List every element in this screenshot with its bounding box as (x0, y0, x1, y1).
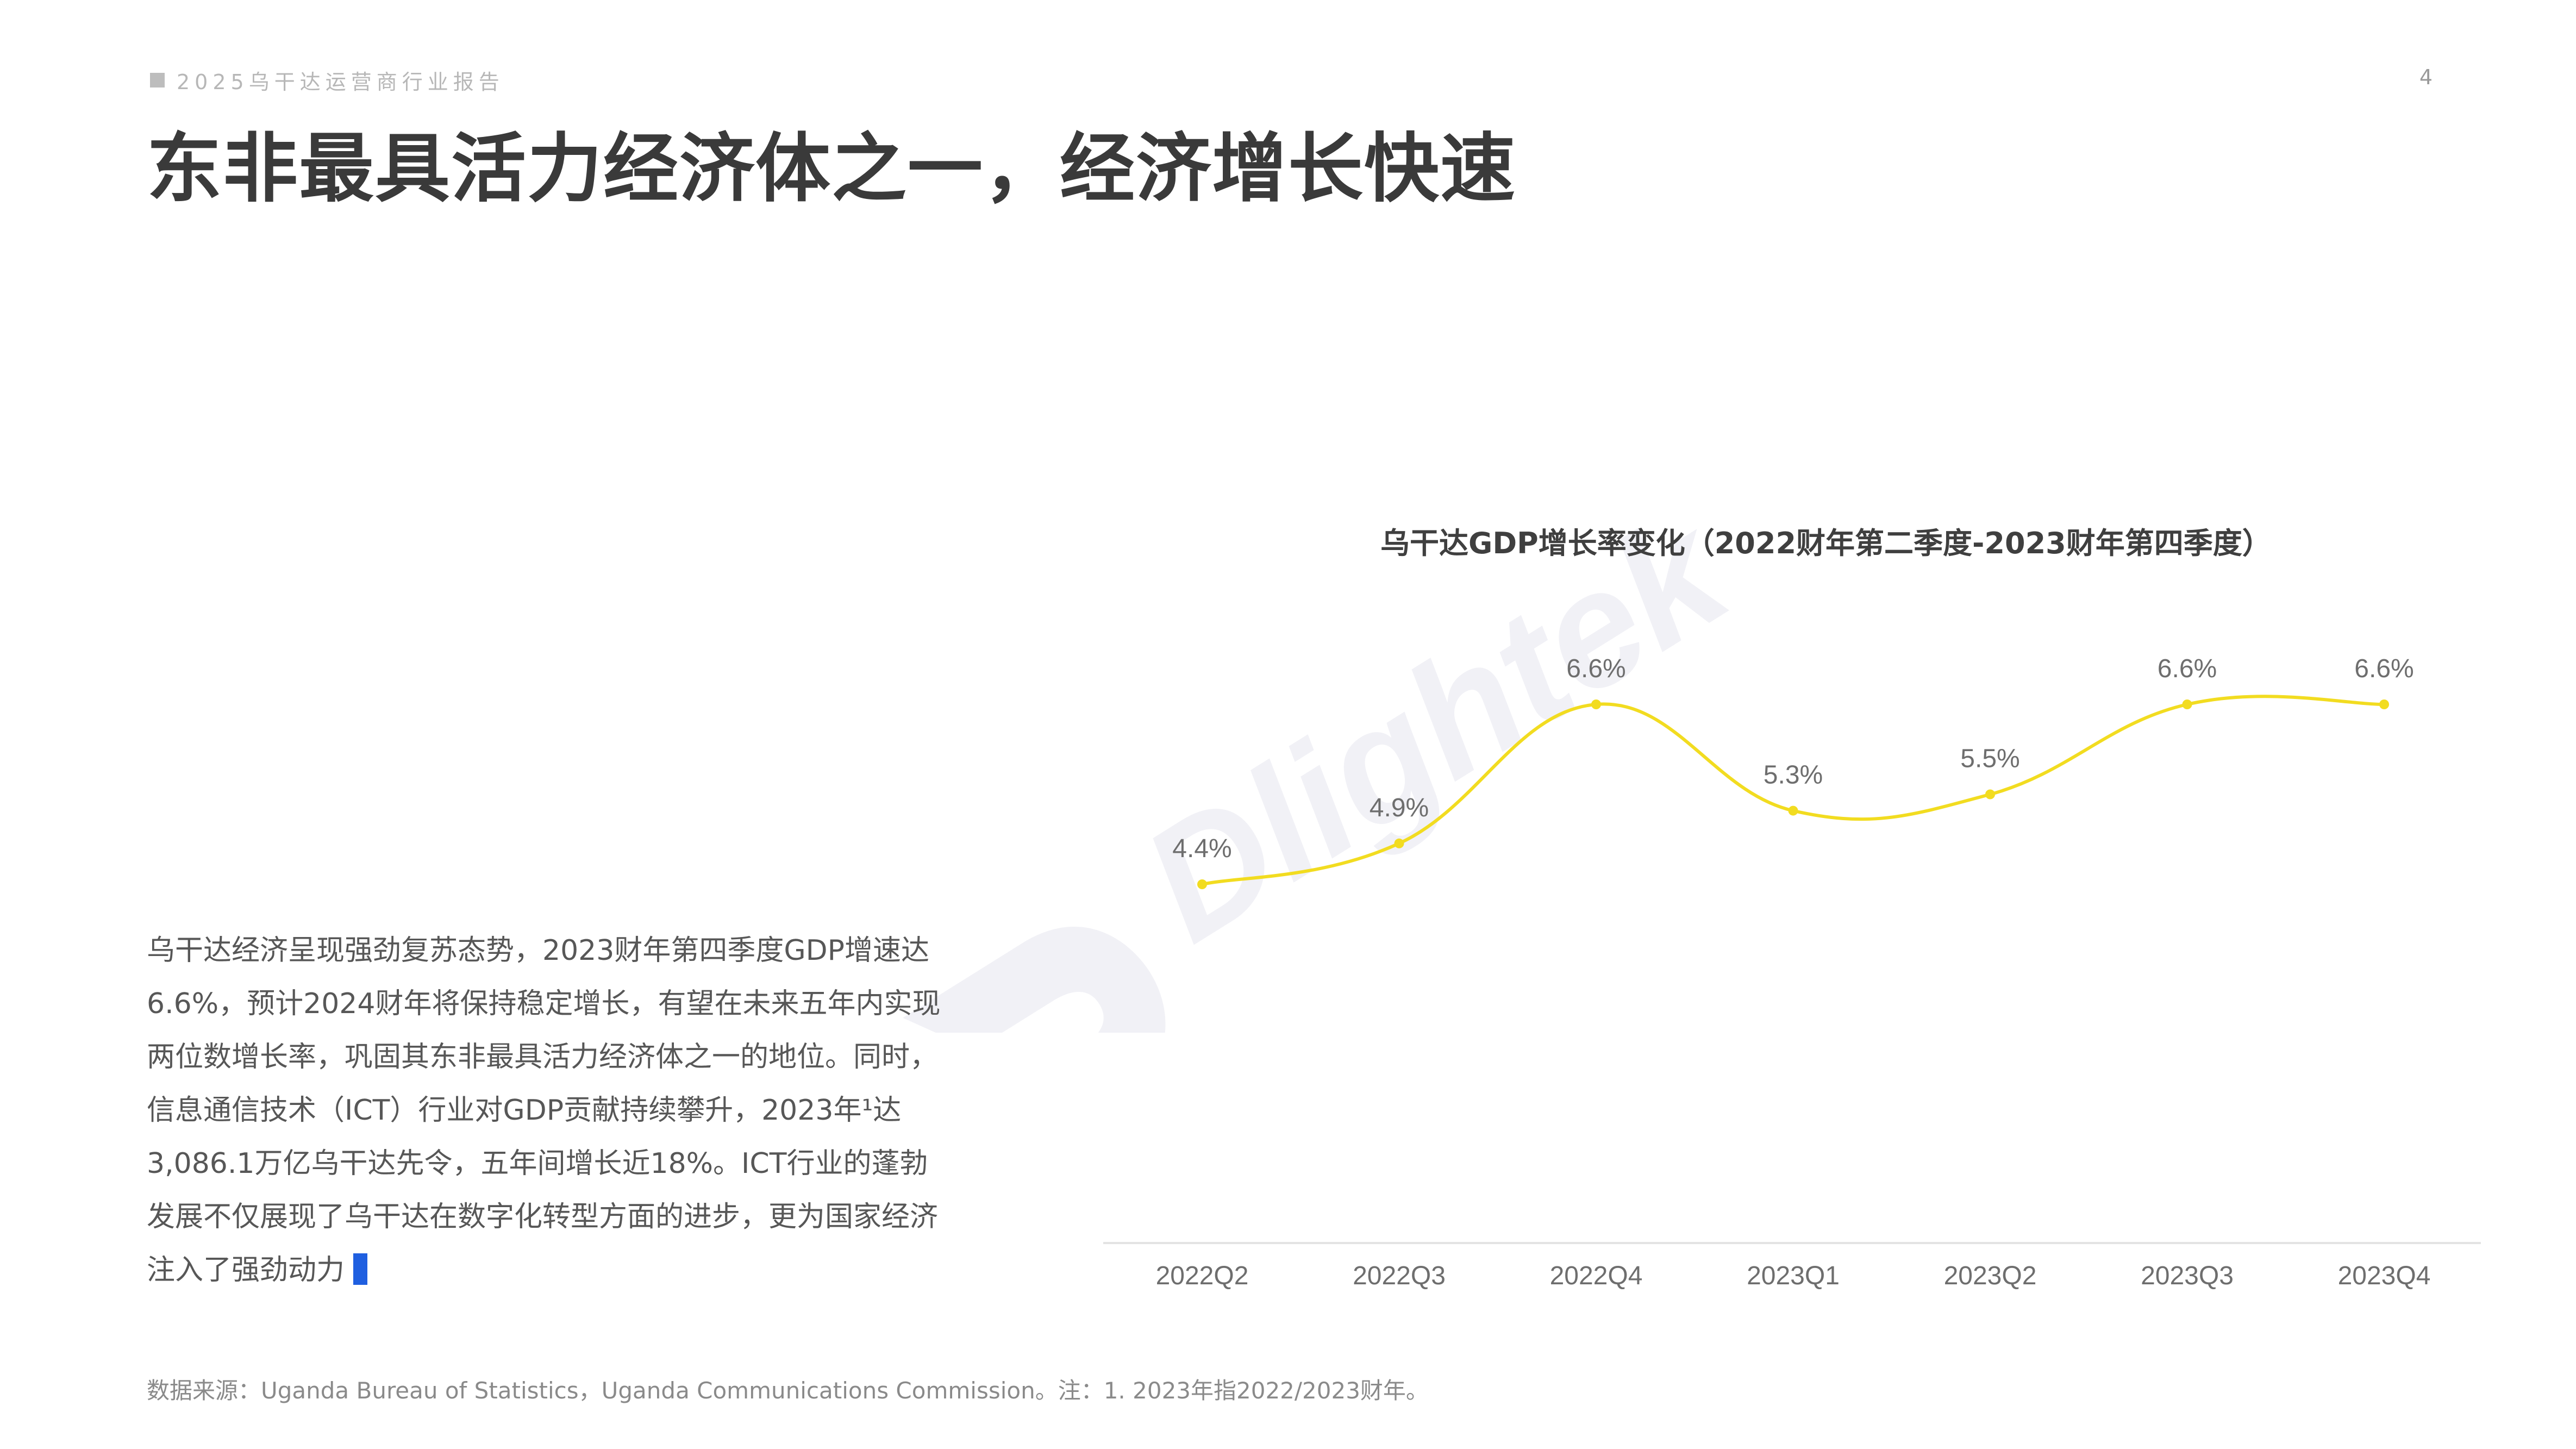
report-tag-square-icon (150, 73, 165, 88)
series-line-gdp-growth (1202, 695, 2385, 886)
body-paragraph: 乌干达经济呈现强劲复苏态势，2023财年第四季度GDP增速达6.6%，预计202… (147, 924, 946, 1297)
data-point-2023Q2 (1985, 789, 1995, 800)
data-label-2022Q4: 6.6% (1566, 654, 1625, 683)
x-tick-label-2022Q2: 2022Q2 (1156, 1261, 1249, 1290)
page-title: 东非最具活力经济体之一，经济增长快速 (147, 125, 1517, 213)
data-label-2023Q1: 5.3% (1764, 761, 1823, 790)
watermark-text: Dlightek (1113, 489, 1763, 977)
data-label-2022Q2: 4.4% (1172, 834, 1231, 863)
x-tick-label-2023Q1: 2023Q1 (1747, 1261, 1840, 1290)
report-tag: 2025乌干达运营商行业报告 (150, 65, 504, 95)
x-tick-label-2023Q4: 2023Q4 (2338, 1261, 2431, 1290)
data-point-2022Q2 (1197, 879, 1207, 889)
source-footnote: 数据来源：Uganda Bureau of Statistics，Uganda … (147, 1377, 1429, 1404)
x-tick-label-2023Q2: 2023Q2 (1944, 1261, 2037, 1290)
chart-title: 乌干达GDP增长率变化（2022财年第二季度-2023财年第四季度） (1380, 526, 2272, 560)
data-point-2022Q3 (1394, 838, 1404, 848)
data-label-2022Q3: 4.9% (1370, 794, 1429, 822)
data-point-2023Q3 (2182, 699, 2192, 709)
data-point-2023Q4 (2379, 699, 2389, 709)
page-number: 4 (2419, 65, 2433, 89)
text-cursor-marker (353, 1253, 368, 1285)
data-point-2022Q4 (1591, 699, 1601, 709)
data-label-2023Q3: 6.6% (2158, 654, 2217, 683)
watermark-logo: Dlightek (903, 489, 1763, 1033)
x-tick-label-2022Q4: 2022Q4 (1550, 1261, 1643, 1290)
report-tag-text: 2025乌干达运营商行业报告 (177, 70, 504, 94)
data-label-2023Q4: 6.6% (2354, 654, 2414, 683)
x-tick-label-2022Q3: 2022Q3 (1353, 1261, 1446, 1290)
body-paragraph-text: 乌干达经济呈现强劲复苏态势，2023财年第四季度GDP增速达6.6%，预计202… (147, 934, 941, 1286)
data-label-2023Q2: 5.5% (1960, 745, 2019, 773)
data-point-2023Q1 (1788, 805, 1798, 816)
x-tick-label-2023Q3: 2023Q3 (2141, 1261, 2234, 1290)
